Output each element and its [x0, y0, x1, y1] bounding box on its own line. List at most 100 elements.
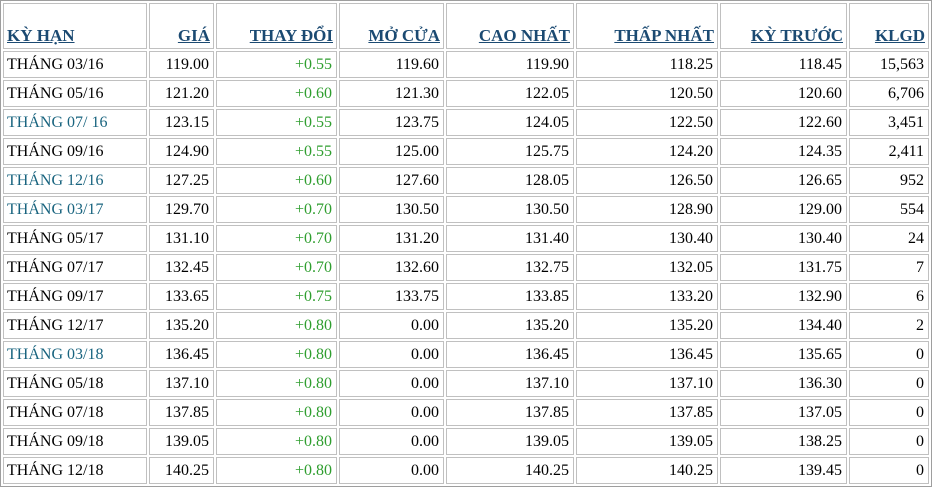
cell-mo-cua: 0.00	[339, 312, 444, 339]
cell-cao-nhat: 119.90	[446, 51, 574, 78]
cell-mo-cua: 0.00	[339, 370, 444, 397]
cell-mo-cua: 119.60	[339, 51, 444, 78]
cell-thay-doi: +0.80	[216, 312, 337, 339]
cell-mo-cua: 0.00	[339, 457, 444, 484]
col-header-thay-doi[interactable]: THAY ĐỔI	[216, 3, 337, 49]
cell-thay-doi: +0.55	[216, 138, 337, 165]
cell-thap-nhat: 128.90	[576, 196, 718, 223]
cell-klgd: 952	[849, 167, 929, 194]
cell-gia: 119.00	[149, 51, 214, 78]
cell-gia: 123.15	[149, 109, 214, 136]
cell-ky-truoc: 138.25	[720, 428, 847, 455]
cell-thap-nhat: 139.05	[576, 428, 718, 455]
cell-term[interactable]: THÁNG 03/17	[3, 196, 147, 223]
cell-ky-truoc: 130.40	[720, 225, 847, 252]
cell-ky-truoc: 124.35	[720, 138, 847, 165]
table-row: THÁNG 05/18 137.10 +0.80 0.00 137.10 137.10 13…	[3, 370, 929, 397]
table-row: THÁNG 03/18 136.45 +0.80 0.00 136.45 136.45 13…	[3, 341, 929, 368]
cell-gia: 137.85	[149, 399, 214, 426]
cell-thap-nhat: 137.85	[576, 399, 718, 426]
cell-gia: 127.25	[149, 167, 214, 194]
cell-gia: 129.70	[149, 196, 214, 223]
cell-thay-doi: +0.70	[216, 196, 337, 223]
cell-thap-nhat: 132.05	[576, 254, 718, 281]
cell-klgd: 3,451	[849, 109, 929, 136]
col-header-mo-cua[interactable]: MỞ CỬA	[339, 3, 444, 49]
cell-gia: 133.65	[149, 283, 214, 310]
cell-thay-doi: +0.80	[216, 341, 337, 368]
cell-cao-nhat: 122.05	[446, 80, 574, 107]
cell-thap-nhat: 133.20	[576, 283, 718, 310]
cell-thay-doi: +0.80	[216, 399, 337, 426]
cell-mo-cua: 127.60	[339, 167, 444, 194]
cell-term[interactable]: THÁNG 12/17	[3, 312, 147, 339]
cell-term[interactable]: THÁNG 07/18	[3, 399, 147, 426]
cell-term[interactable]: THÁNG 05/18	[3, 370, 147, 397]
table-row: THÁNG 05/17 131.10 +0.70 131.20 131.40 130.40…	[3, 225, 929, 252]
cell-ky-truoc: 135.65	[720, 341, 847, 368]
cell-thap-nhat: 120.50	[576, 80, 718, 107]
col-header-thap-nhat[interactable]: THẤP NHẤT	[576, 3, 718, 49]
cell-term[interactable]: THÁNG 05/17	[3, 225, 147, 252]
cell-klgd: 554	[849, 196, 929, 223]
cell-mo-cua: 131.20	[339, 225, 444, 252]
cell-term[interactable]: THÁNG 12/16	[3, 167, 147, 194]
col-header-ky-truoc[interactable]: KỲ TRƯỚC	[720, 3, 847, 49]
cell-mo-cua: 130.50	[339, 196, 444, 223]
cell-mo-cua: 123.75	[339, 109, 444, 136]
table-row: THÁNG 09/18 139.05 +0.80 0.00 139.05 139.05 13…	[3, 428, 929, 455]
cell-term[interactable]: THÁNG 03/16	[3, 51, 147, 78]
cell-ky-truoc: 139.45	[720, 457, 847, 484]
cell-mo-cua: 133.75	[339, 283, 444, 310]
cell-cao-nhat: 130.50	[446, 196, 574, 223]
cell-gia: 124.90	[149, 138, 214, 165]
cell-cao-nhat: 136.45	[446, 341, 574, 368]
col-header-ky-han[interactable]: KỲ HẠN	[3, 3, 147, 49]
col-header-klgd[interactable]: KLGD	[849, 3, 929, 49]
cell-thay-doi: +0.60	[216, 80, 337, 107]
cell-ky-truoc: 129.00	[720, 196, 847, 223]
cell-term[interactable]: THÁNG 09/16	[3, 138, 147, 165]
cell-gia: 139.05	[149, 428, 214, 455]
cell-term[interactable]: THÁNG 12/18	[3, 457, 147, 484]
cell-gia: 132.45	[149, 254, 214, 281]
cell-term[interactable]: THÁNG 09/17	[3, 283, 147, 310]
col-header-cao-nhat[interactable]: CAO NHẤT	[446, 3, 574, 49]
table-row: THÁNG 07/17 132.45 +0.70 132.60 132.75 132.05…	[3, 254, 929, 281]
table-row: THÁNG 05/16 121.20 +0.60 121.30 122.05 120.50…	[3, 80, 929, 107]
cell-term[interactable]: THÁNG 07/ 16	[3, 109, 147, 136]
col-header-gia[interactable]: GIÁ	[149, 3, 214, 49]
cell-cao-nhat: 125.75	[446, 138, 574, 165]
cell-thap-nhat: 140.25	[576, 457, 718, 484]
cell-term[interactable]: THÁNG 05/16	[3, 80, 147, 107]
table-row: THÁNG 12/18 140.25 +0.80 0.00 140.25 140.25 13…	[3, 457, 929, 484]
cell-thay-doi: +0.55	[216, 109, 337, 136]
cell-klgd: 7	[849, 254, 929, 281]
cell-thay-doi: +0.80	[216, 457, 337, 484]
cell-ky-truoc: 134.40	[720, 312, 847, 339]
cell-thap-nhat: 130.40	[576, 225, 718, 252]
cell-mo-cua: 0.00	[339, 399, 444, 426]
cell-klgd: 0	[849, 370, 929, 397]
cell-thay-doi: +0.70	[216, 254, 337, 281]
cell-klgd: 2	[849, 312, 929, 339]
cell-thay-doi: +0.80	[216, 370, 337, 397]
cell-gia: 131.10	[149, 225, 214, 252]
cell-klgd: 2,411	[849, 138, 929, 165]
cell-gia: 137.10	[149, 370, 214, 397]
cell-thay-doi: +0.70	[216, 225, 337, 252]
cell-cao-nhat: 124.05	[446, 109, 574, 136]
cell-term[interactable]: THÁNG 07/17	[3, 254, 147, 281]
cell-thap-nhat: 122.50	[576, 109, 718, 136]
cell-klgd: 6,706	[849, 80, 929, 107]
cell-term[interactable]: THÁNG 03/18	[3, 341, 147, 368]
table-row: THÁNG 09/16 124.90 +0.55 125.00 125.75 124.20…	[3, 138, 929, 165]
cell-cao-nhat: 131.40	[446, 225, 574, 252]
cell-mo-cua: 132.60	[339, 254, 444, 281]
cell-ky-truoc: 118.45	[720, 51, 847, 78]
cell-cao-nhat: 132.75	[446, 254, 574, 281]
cell-term[interactable]: THÁNG 09/18	[3, 428, 147, 455]
cell-klgd: 0	[849, 457, 929, 484]
table-row: THÁNG 09/17 133.65 +0.75 133.75 133.85 133.20…	[3, 283, 929, 310]
